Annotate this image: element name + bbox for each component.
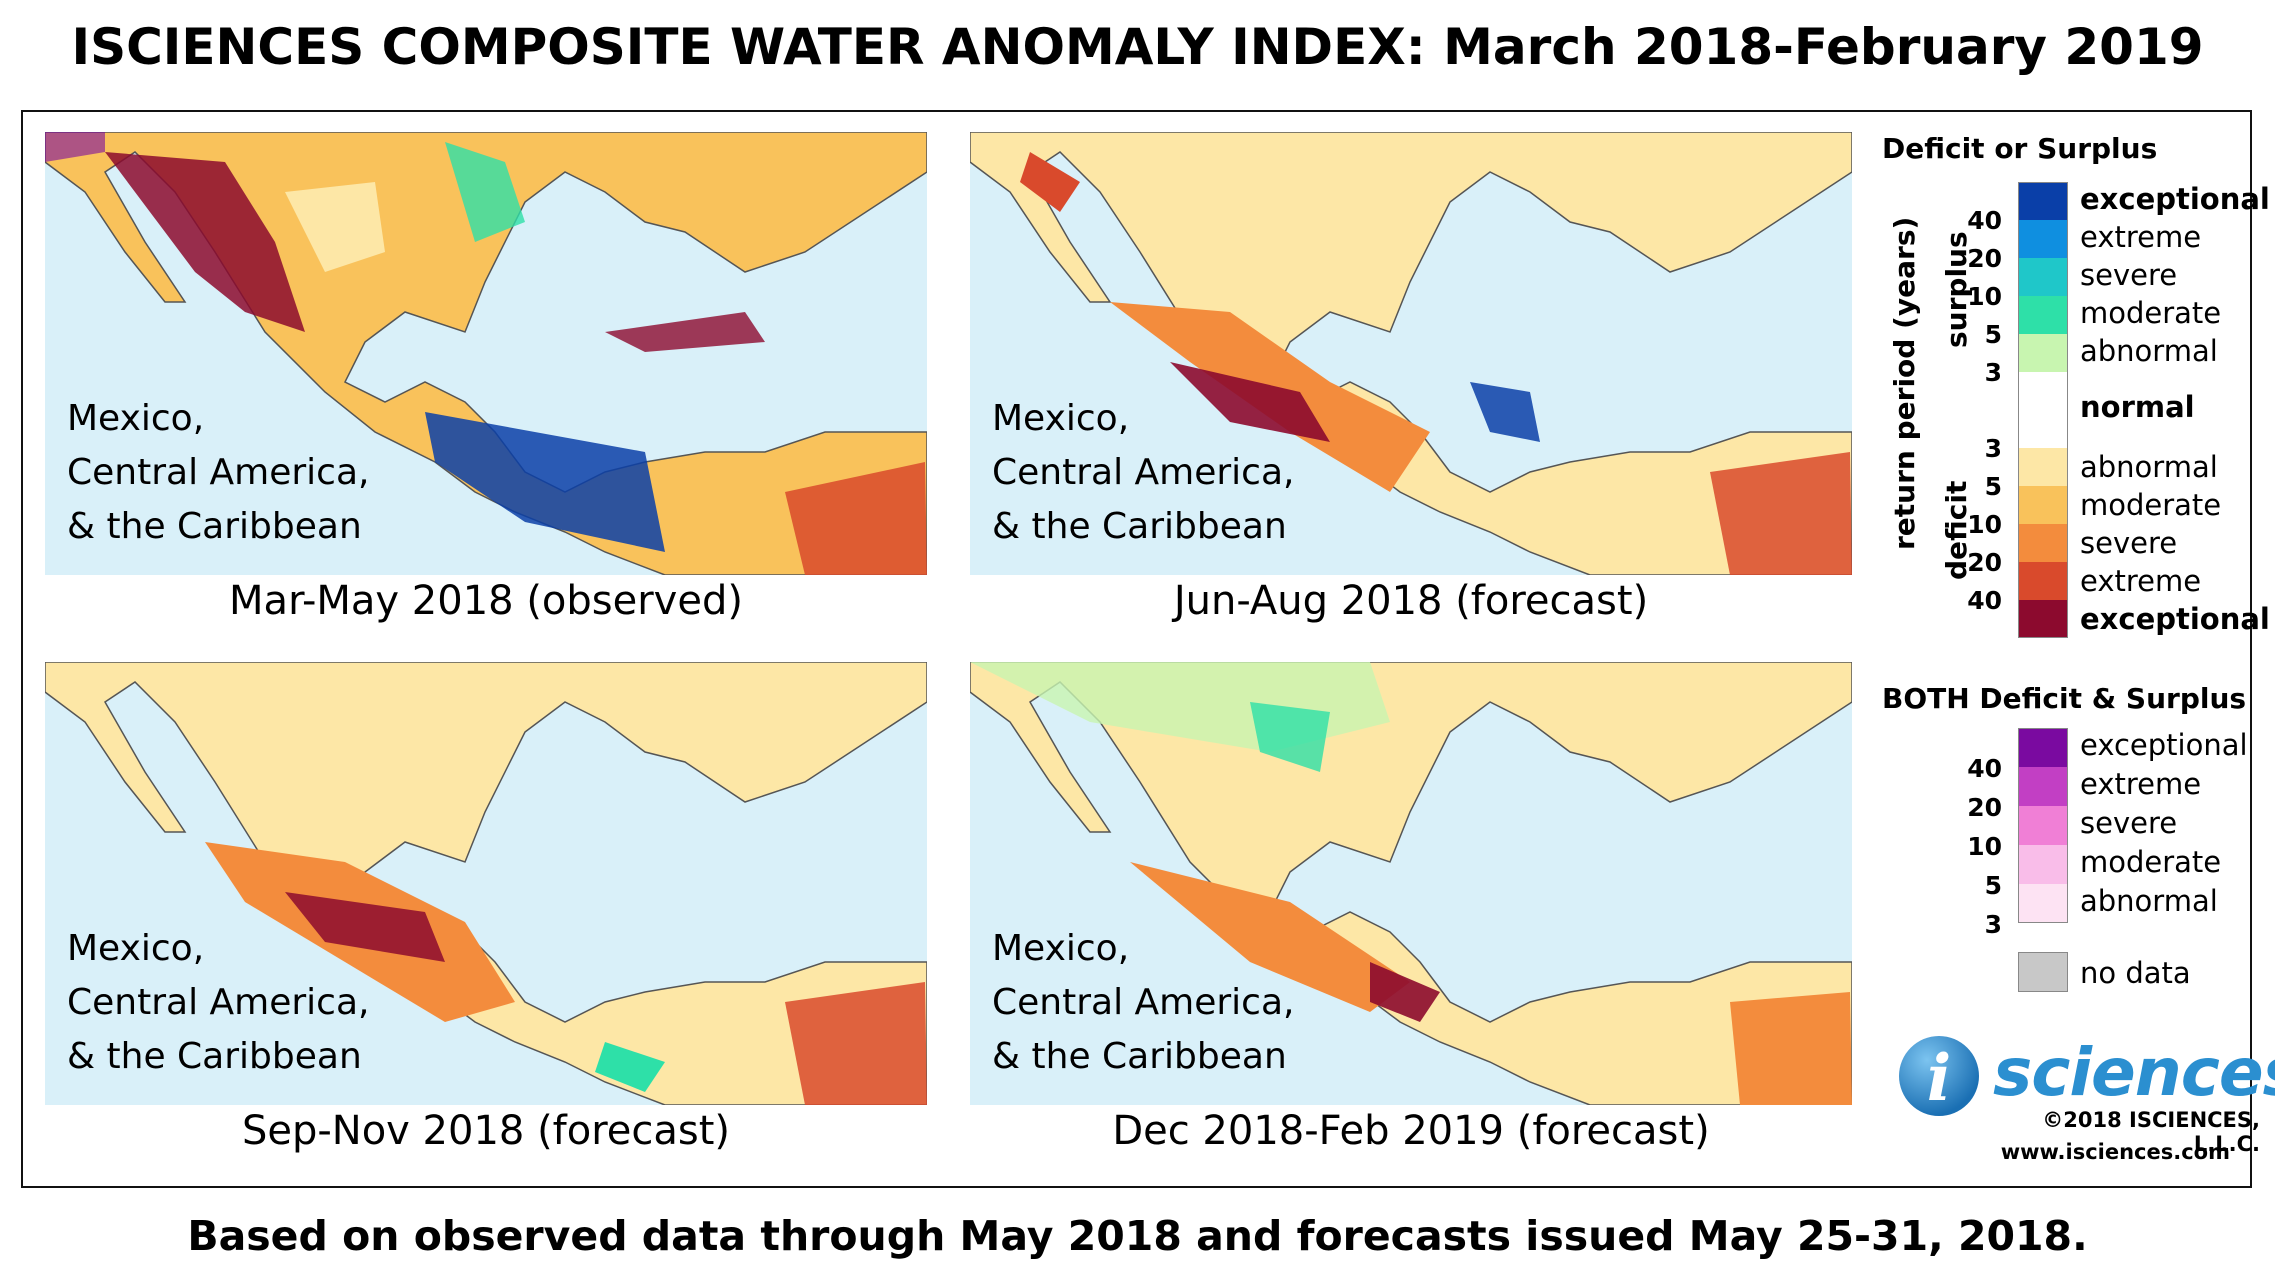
swatch-surplus-moderate: [2018, 296, 2068, 334]
tick-surplus-5: 5: [1984, 320, 2002, 349]
map-graphic: [970, 662, 1852, 1105]
label-surplus-severe: severe: [2080, 258, 2178, 292]
tick-deficit-40: 40: [1967, 586, 2002, 615]
swatch-deficit-abnormal: [2018, 448, 2068, 486]
tick-both-5: 5: [1984, 871, 2002, 900]
logo-globe-icon: i: [1899, 1036, 1979, 1116]
legend-title-both: BOTH Deficit & Surplus: [1882, 682, 2247, 715]
tick-both-3: 3: [1984, 910, 2002, 939]
panel-caption: Sep-Nov 2018 (forecast): [241, 1108, 731, 1154]
label-both-extreme: extreme: [2080, 767, 2202, 801]
label-both-moderate: moderate: [2080, 845, 2222, 879]
axis-label-return-period: return period (years): [1888, 216, 1921, 550]
map-panel-dec-2018-feb-2019: Mexico, Central America, & the Caribbean: [970, 662, 1852, 1105]
legend: Deficit or Surplus return period (years)…: [1880, 120, 2270, 1180]
swatch-normal: [2018, 372, 2068, 448]
region-label: Mexico, Central America, & the Caribbean: [992, 928, 1295, 1077]
label-surplus-abnormal: abnormal: [2080, 334, 2218, 368]
swatch-deficit-exceptional: [2018, 600, 2068, 638]
map-graphic: [970, 132, 1852, 575]
label-normal: normal: [2080, 390, 2195, 424]
copyright: ©2018 ISCIENCES, L.L.C.: [2042, 1108, 2260, 1156]
label-both-severe: severe: [2080, 806, 2178, 840]
panel-caption: Dec 2018-Feb 2019 (forecast): [1112, 1108, 1710, 1154]
map-panel-jun-aug-2018: Mexico, Central America, & the Caribbean: [970, 132, 1852, 575]
swatch-both-extreme: [2018, 767, 2068, 806]
swatch-both-moderate: [2018, 845, 2068, 884]
tick-deficit-10: 10: [1967, 510, 2002, 539]
swatch-both-severe: [2018, 806, 2068, 845]
map-panel-sep-nov-2018: Mexico, Central America, & the Caribbean: [45, 662, 927, 1105]
swatch-surplus-abnormal: [2018, 334, 2068, 372]
swatch-both-exceptional: [2018, 728, 2068, 767]
swatch-surplus-extreme: [2018, 220, 2068, 258]
swatch-surplus-severe: [2018, 258, 2068, 296]
swatch-no-data: [2018, 952, 2068, 992]
logo-letter: i: [1927, 1041, 1951, 1116]
label-deficit-moderate: moderate: [2080, 488, 2222, 522]
tick-surplus-20: 20: [1967, 244, 2002, 273]
label-both-abnormal: abnormal: [2080, 884, 2218, 918]
tick-surplus-40: 40: [1967, 206, 2002, 235]
label-deficit-severe: severe: [2080, 526, 2178, 560]
panel-caption: Jun-Aug 2018 (forecast): [1173, 578, 1649, 624]
tick-deficit-20: 20: [1967, 548, 2002, 577]
tick-both-10: 10: [1967, 832, 2002, 861]
swatch-deficit-extreme: [2018, 562, 2068, 600]
label-surplus-exceptional: exceptional: [2080, 182, 2270, 216]
website-link[interactable]: www.isciences.com: [2000, 1140, 2230, 1164]
logo-word: sciences: [1993, 1034, 2275, 1111]
label-surplus-moderate: moderate: [2080, 296, 2222, 330]
label-deficit-exceptional: exceptional: [2080, 602, 2270, 636]
region-label: Mexico, Central America, & the Caribbean: [67, 398, 370, 547]
tick-both-40: 40: [1967, 754, 2002, 783]
label-deficit-extreme: extreme: [2080, 564, 2202, 598]
swatch-deficit-moderate: [2018, 486, 2068, 524]
region-label: Mexico, Central America, & the Caribbean: [67, 928, 370, 1077]
swatch-deficit-severe: [2018, 524, 2068, 562]
figure-frame: [21, 110, 2252, 1188]
label-surplus-extreme: extreme: [2080, 220, 2202, 254]
label-deficit-abnormal: abnormal: [2080, 450, 2218, 484]
map-graphic: [45, 132, 927, 575]
footer-note: Based on observed data through May 2018 …: [187, 1212, 2088, 1260]
label-no-data: no data: [2080, 956, 2191, 990]
page-title: ISCIENCES COMPOSITE WATER ANOMALY INDEX:…: [71, 18, 2204, 76]
tick-both-20: 20: [1967, 793, 2002, 822]
tick-deficit-5: 5: [1984, 472, 2002, 501]
tick-surplus-10: 10: [1967, 282, 2002, 311]
map-panel-mar-may-2018: Mexico, Central America, & the Caribbean: [45, 132, 927, 575]
label-both-exceptional: exceptional: [2080, 728, 2248, 762]
tick-deficit-3: 3: [1984, 434, 2002, 463]
swatch-both-abnormal: [2018, 884, 2068, 923]
legend-title-deficit-surplus: Deficit or Surplus: [1882, 132, 2158, 165]
isciences-logo: i sciences: [1895, 1028, 2275, 1128]
map-graphic: [45, 662, 927, 1105]
swatch-surplus-exceptional: [2018, 182, 2068, 220]
tick-surplus-3: 3: [1984, 358, 2002, 387]
panel-caption: Mar-May 2018 (observed): [229, 578, 743, 624]
region-label: Mexico, Central America, & the Caribbean: [992, 398, 1295, 547]
